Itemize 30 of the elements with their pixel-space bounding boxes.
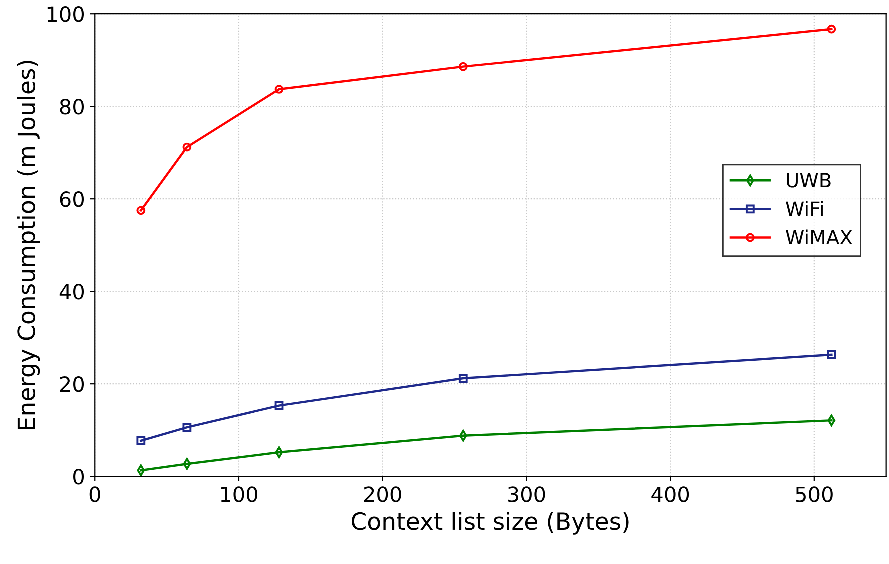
x-tick-label: 300 [508,486,546,502]
legend-label: UWB [787,173,831,188]
legend-label: WiMAX [786,230,852,245]
point [274,85,284,94]
point [274,401,284,410]
point [136,436,146,446]
legend-label: WiFi [786,201,823,216]
point [458,62,468,72]
y-tick-label: 80 [60,99,84,115]
y-tick-label: 0 [74,469,84,485]
point [827,24,836,34]
y-tick-label: 60 [60,192,84,208]
y-tick-label: 100 [48,6,84,22]
point [182,423,192,432]
y-axis-title: Energy Consumption (m Joules) [17,61,40,430]
point [182,142,192,152]
x-tick-label: 100 [221,486,258,502]
point [275,446,284,458]
point [136,206,146,216]
y-tick-label: 20 [60,376,84,392]
point [137,464,146,476]
x-tick-label: 400 [652,486,690,502]
point [183,458,192,470]
x-axis-title: Context list size (Bytes) [352,512,629,535]
point [458,374,468,383]
x-tick-label: 200 [364,486,402,502]
point [827,350,836,360]
y-tick-label: 40 [60,284,84,300]
x-tick-label: 500 [796,486,833,502]
x-tick-label: 0 [90,486,100,502]
